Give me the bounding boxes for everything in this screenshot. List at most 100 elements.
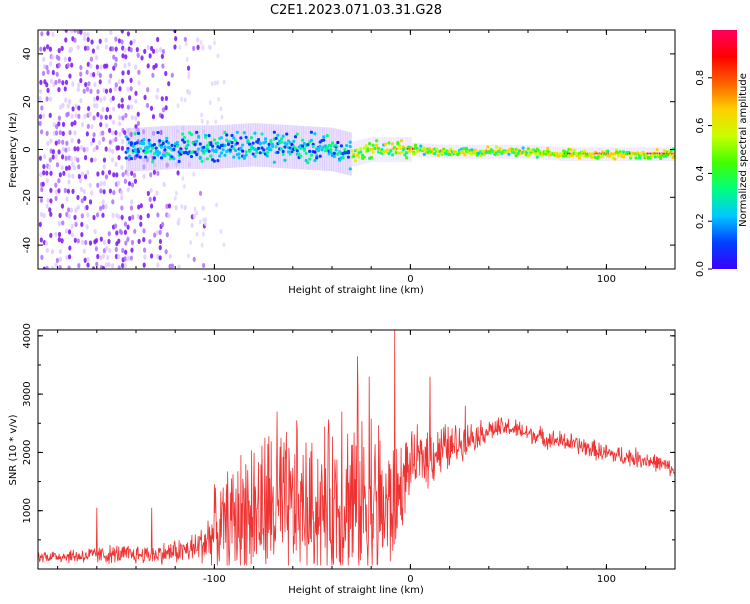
spectral-speckle: [107, 238, 111, 245]
spectral-band: [309, 126, 312, 170]
spectral-peak: [348, 140, 352, 144]
spectral-ridge: [404, 147, 407, 150]
spectral-ridge: [560, 152, 562, 154]
spectral-peak: [385, 148, 389, 152]
spectral-speckle: [136, 111, 140, 117]
spectral-peak: [329, 150, 333, 154]
spectral-peak: [629, 154, 633, 158]
spectral-speckle: [52, 122, 56, 128]
spectral-peak: [521, 146, 525, 150]
spectral-peak: [133, 132, 137, 136]
spectral-speckle: [54, 79, 58, 85]
spectral-band: [209, 125, 211, 169]
spectral-peak: [313, 132, 317, 136]
spectral-peak: [348, 144, 352, 149]
spectral-ridge: [664, 152, 666, 155]
spectral-speckle: [66, 111, 70, 117]
spectral-ridge: [470, 150, 472, 153]
spectral-speckle: [151, 114, 156, 120]
spectral-ridge: [456, 150, 458, 153]
spectral-speckle: [61, 146, 65, 152]
spectral-speckle: [65, 196, 69, 202]
spectral-peak: [241, 143, 245, 147]
spectral-speckle: [39, 171, 43, 178]
spectral-peak: [149, 149, 153, 153]
spectral-peak: [172, 147, 176, 151]
spectral-peak: [263, 137, 268, 141]
spectral-band: [237, 123, 239, 168]
spectral-peak: [546, 146, 550, 151]
spectral-peak: [569, 148, 573, 152]
spectral-peak: [145, 150, 149, 154]
spectral-speckle: [96, 182, 100, 188]
spectral-ridge: [394, 147, 396, 150]
spectral-speckle: [117, 103, 121, 109]
spectral-speckle: [106, 255, 110, 261]
spectral-band: [196, 125, 199, 169]
spectral-ridge: [475, 150, 477, 153]
spectral-speckle: [200, 118, 204, 124]
spectral-speckle: [105, 106, 110, 113]
spectral-speckle: [86, 45, 90, 51]
spectral-peak: [274, 145, 278, 149]
spectral-speckle: [137, 69, 141, 75]
spectral-band: [254, 123, 257, 167]
spectral-speckle: [94, 237, 99, 244]
spectral-speckle: [130, 239, 135, 246]
spectral-peak: [570, 153, 575, 158]
spectral-speckle: [107, 231, 111, 237]
spectral-speckle: [77, 263, 81, 269]
spectral-peak: [145, 147, 149, 151]
spectral-peak: [577, 156, 582, 160]
spectral-speckle: [83, 174, 88, 180]
spectral-speckle: [152, 169, 157, 175]
spectral-speckle: [67, 207, 71, 213]
x-tick-label: -100: [203, 274, 226, 285]
spectral-speckle: [102, 248, 107, 254]
spectral-peak: [330, 141, 335, 145]
spectral-peak: [288, 152, 292, 156]
spectral-speckle: [86, 256, 90, 263]
spectral-band: [277, 124, 280, 168]
spectral-peak: [380, 147, 384, 151]
x-tick-label: 100: [597, 274, 616, 285]
spectral-speckle: [114, 62, 118, 68]
spectral-speckle: [167, 203, 172, 209]
spectral-peak: [251, 141, 255, 145]
spectral-speckle: [155, 230, 159, 236]
spectral-peak: [329, 143, 333, 148]
spectral-speckle: [38, 155, 43, 161]
spectral-speckle: [180, 204, 184, 209]
spectral-peak: [163, 145, 167, 149]
spectral-speckle: [170, 72, 174, 78]
spectral-speckle: [46, 197, 50, 203]
spectral-speckle: [67, 213, 71, 220]
spectral-speckle: [108, 114, 112, 120]
spectral-speckle: [120, 214, 124, 220]
spectral-speckle: [79, 64, 83, 71]
spectral-peak: [650, 154, 654, 158]
y-tick-label: 1000: [22, 498, 33, 523]
spectral-peak: [182, 135, 187, 140]
spectral-peak: [205, 147, 209, 151]
spectral-speckle: [201, 231, 205, 237]
spectral-speckle: [93, 81, 97, 88]
spectral-speckle: [109, 73, 113, 79]
spectral-speckle: [101, 130, 105, 136]
spectral-speckle: [151, 48, 156, 54]
spectral-speckle: [54, 182, 58, 188]
spectral-speckle: [182, 183, 186, 189]
spectral-ridge: [535, 150, 537, 153]
x-tick-label: -100: [203, 574, 226, 585]
spectral-peak: [350, 149, 354, 153]
spectral-speckle: [121, 139, 125, 145]
spectral-peak: [325, 133, 329, 138]
spectral-peak: [343, 148, 347, 152]
spectral-speckle: [73, 120, 77, 126]
spectral-speckle: [146, 213, 150, 219]
spectral-speckle: [123, 256, 127, 262]
spectral-speckle: [91, 266, 96, 269]
spectral-speckle: [95, 103, 99, 109]
spectral-speckle: [162, 181, 166, 188]
spectral-speckle: [57, 178, 61, 184]
